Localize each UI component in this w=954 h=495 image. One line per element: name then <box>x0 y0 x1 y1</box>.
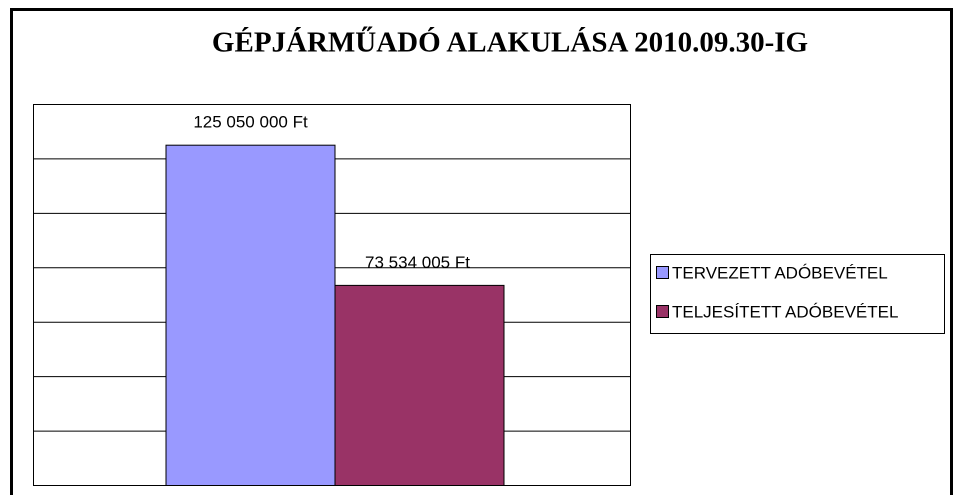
legend-box <box>650 254 945 334</box>
data-label: 125 050 000 Ft <box>193 113 308 132</box>
legend-swatch <box>656 305 669 318</box>
data-label: 73 534 005 Ft <box>365 253 470 272</box>
bar <box>334 284 505 486</box>
bar <box>165 144 336 486</box>
legend-label: TERVEZETT ADÓBEVÉTEL <box>672 263 888 282</box>
chart-title: GÉPJÁRMŰADÓ ALAKULÁSA 2010.09.30-IG <box>212 26 808 59</box>
legend-swatch <box>656 266 669 279</box>
legend-label: TELJESÍTETT ADÓBEVÉTEL <box>672 302 898 321</box>
